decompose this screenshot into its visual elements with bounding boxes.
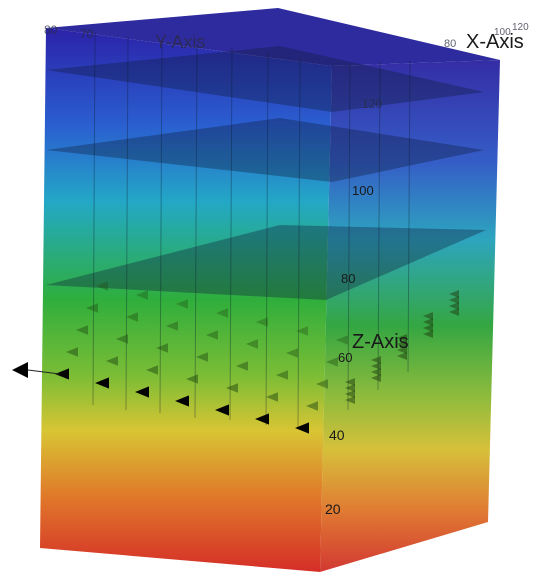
left-pointing-triangle-icon bbox=[423, 324, 433, 332]
z-tick-20: 20 bbox=[325, 501, 341, 517]
left-pointing-triangle-icon bbox=[106, 356, 118, 366]
layer-slices bbox=[46, 46, 486, 300]
top-face bbox=[46, 8, 500, 66]
left-pointing-triangle-icon bbox=[66, 347, 78, 357]
left-pointing-triangle-icon bbox=[76, 325, 88, 335]
left-pointing-triangle-icon bbox=[266, 392, 278, 402]
left-pointing-triangle-icon bbox=[449, 302, 459, 310]
left-pointing-triangle-icon bbox=[12, 362, 28, 378]
left-pointing-triangle-icon bbox=[371, 374, 381, 382]
z-tick-100: 100 bbox=[352, 183, 374, 198]
x-tick-120: 120 bbox=[512, 22, 529, 33]
left-pointing-triangle-icon bbox=[449, 290, 459, 298]
left-pointing-triangle-icon bbox=[255, 413, 269, 425]
left-pointing-triangle-icon bbox=[95, 377, 109, 389]
left-pointing-triangle-icon bbox=[86, 303, 98, 313]
left-pointing-triangle-icon bbox=[186, 374, 198, 384]
left-pointing-triangle-icon bbox=[146, 365, 158, 375]
left-pointing-triangle-icon bbox=[371, 368, 381, 376]
left-pointing-triangle-icon bbox=[397, 340, 407, 348]
y-tick-70: 70 bbox=[80, 27, 94, 41]
marker-guide-line bbox=[27, 369, 61, 375]
left-pointing-triangle-icon bbox=[371, 362, 381, 370]
left-pointing-triangle-icon bbox=[286, 348, 298, 358]
z-tick-120: 120 bbox=[362, 97, 382, 111]
x-tick-100: 100 bbox=[494, 27, 511, 38]
left-pointing-triangle-icon bbox=[371, 356, 381, 364]
left-pointing-triangle-icon bbox=[397, 346, 407, 354]
left-pointing-triangle-icon bbox=[96, 281, 108, 291]
left-pointing-triangle-icon bbox=[126, 312, 138, 322]
front-face bbox=[40, 28, 332, 572]
left-pointing-triangle-icon bbox=[236, 361, 248, 371]
y-tick-80: 80 bbox=[44, 23, 58, 37]
left-pointing-triangle-icon bbox=[215, 404, 229, 416]
left-pointing-triangle-icon bbox=[196, 352, 208, 362]
x-axis-label: X-Axis bbox=[466, 31, 524, 53]
left-pointing-triangle-icon bbox=[296, 326, 308, 336]
left-pointing-triangle-icon bbox=[306, 401, 318, 411]
left-pointing-triangle-icon bbox=[226, 383, 238, 393]
z-tick-40: 40 bbox=[329, 427, 345, 443]
left-pointing-triangle-icon bbox=[423, 318, 433, 326]
left-pointing-triangle-icon bbox=[449, 296, 459, 304]
left-pointing-triangle-icon bbox=[316, 379, 328, 389]
left-pointing-triangle-icon bbox=[55, 368, 69, 380]
left-pointing-triangle-icon bbox=[135, 386, 149, 398]
x-tick-80: 80 bbox=[444, 38, 456, 50]
z-tick-80: 80 bbox=[341, 271, 355, 286]
z-tick-60: 60 bbox=[338, 350, 352, 365]
left-pointing-triangle-icon bbox=[295, 422, 309, 434]
left-pointing-triangle-icon bbox=[345, 390, 355, 398]
z-axis-label: Z-Axis bbox=[352, 331, 409, 353]
left-pointing-triangle-icon bbox=[276, 370, 288, 380]
left-pointing-triangle-icon bbox=[397, 352, 407, 360]
left-pointing-triangle-icon bbox=[216, 308, 228, 318]
left-pointing-triangle-icon bbox=[175, 395, 189, 407]
left-pointing-triangle-icon bbox=[423, 312, 433, 320]
left-pointing-triangle-icon bbox=[345, 396, 355, 404]
left-pointing-triangle-icon bbox=[246, 339, 258, 349]
left-pointing-triangle-icon bbox=[336, 335, 348, 345]
left-pointing-triangle-icon bbox=[256, 317, 268, 327]
left-pointing-triangle-icon bbox=[326, 357, 338, 367]
left-pointing-triangle-icon bbox=[176, 299, 188, 309]
right-face bbox=[320, 60, 500, 572]
left-pointing-triangle-icon bbox=[156, 343, 168, 353]
left-pointing-triangle-icon bbox=[116, 334, 128, 344]
left-pointing-triangle-icon bbox=[449, 308, 459, 316]
y-axis-label: Y-Axis bbox=[155, 32, 205, 52]
left-pointing-triangle-icon bbox=[345, 378, 355, 386]
marker-field bbox=[55, 281, 459, 434]
left-pointing-triangle-icon bbox=[423, 330, 433, 338]
left-pointing-triangle-icon bbox=[166, 321, 178, 331]
left-pointing-triangle-icon bbox=[345, 384, 355, 392]
left-pointing-triangle-icon bbox=[136, 290, 148, 300]
left-pointing-triangle-icon bbox=[397, 334, 407, 342]
left-pointing-triangle-icon bbox=[206, 330, 218, 340]
vertical-lines bbox=[92, 31, 411, 429]
